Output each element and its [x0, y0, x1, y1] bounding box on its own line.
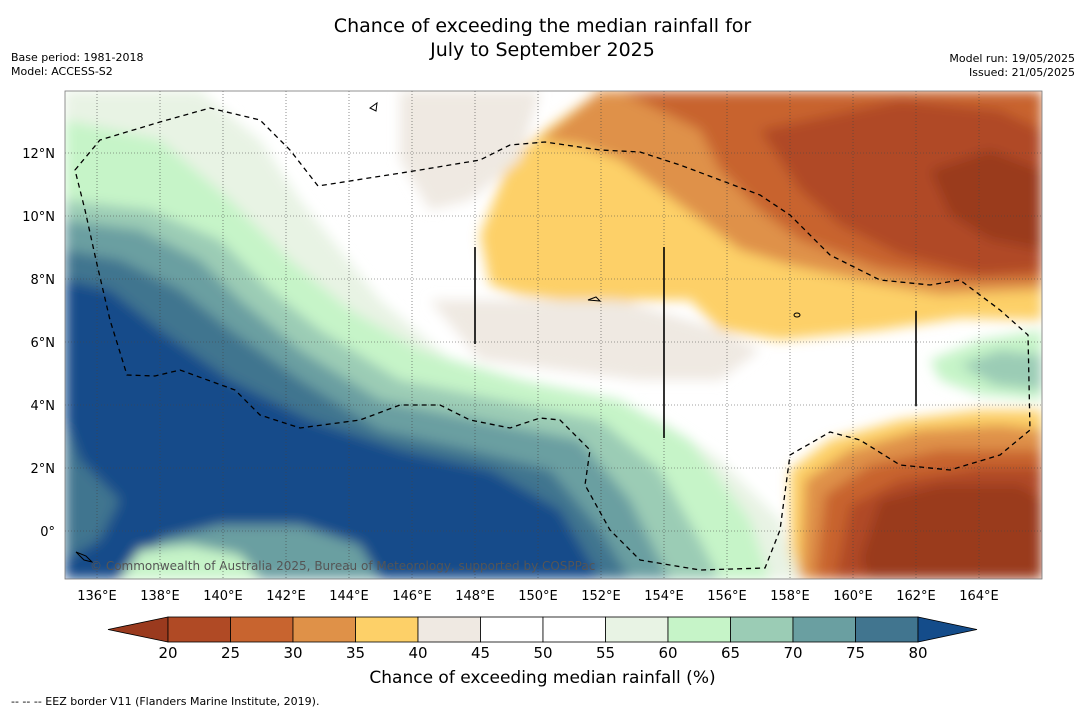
colorbar-tick: 45 [471, 644, 490, 662]
lat-tick: 12°N [22, 147, 55, 162]
eez-footnote: -- -- -- EEZ border V11 (Flanders Marine… [11, 695, 320, 708]
lat-tick: 6°N [31, 336, 56, 351]
model-info: Base period: 1981-2018 Model: ACCESS-S2 [11, 51, 143, 79]
lon-tick: 152°E [581, 589, 621, 604]
lon-tick: 148°E [455, 589, 495, 604]
colorbar-tick: 80 [908, 644, 927, 662]
model-name: Model: ACCESS-S2 [11, 65, 113, 78]
colorbar-bin [792, 616, 856, 643]
colorbar-tick: 20 [158, 644, 177, 662]
lat-tick: 0° [40, 525, 55, 540]
colorbar-tick: 25 [221, 644, 240, 662]
islands [75, 101, 801, 563]
colorbar-bin [230, 616, 294, 643]
lon-tick: 164°E [959, 589, 999, 604]
lat-tick: 8°N [31, 273, 56, 288]
lon-tick: 138°E [140, 589, 180, 604]
colorbar-tick: 75 [846, 644, 865, 662]
model-run: Model run: 19/05/2025 [949, 52, 1075, 65]
lon-tick: 162°E [896, 589, 936, 604]
colorbar-bin [480, 616, 544, 643]
colorbar-bin [605, 616, 669, 643]
colorbar-bin [667, 616, 731, 643]
lon-tick: 136°E [77, 589, 117, 604]
colorbar-tick: 30 [283, 644, 302, 662]
lon-tick: 146°E [392, 589, 432, 604]
boundary-lines [474, 247, 917, 438]
colorbar-bin [417, 616, 481, 643]
colorbar-tick: 35 [346, 644, 365, 662]
base-period: Base period: 1981-2018 [11, 51, 144, 64]
colorbar-bin [730, 616, 794, 643]
issued-date: Issued: 21/05/2025 [968, 66, 1075, 79]
lon-tick: 142°E [266, 589, 306, 604]
colorbar-tick: 70 [783, 644, 802, 662]
colorbar-bin [292, 616, 356, 643]
colorbar-tick: 65 [721, 644, 740, 662]
lon-tick: 158°E [770, 589, 810, 604]
colorbar-bin [855, 616, 919, 643]
colorbar: 20 25 30 35 40 45 50 55 60 65 70 75 80 [107, 616, 978, 662]
lon-tick: 160°E [833, 589, 873, 604]
run-info: Model run: 19/05/2025 Issued: 21/05/2025 [949, 52, 1075, 80]
lon-tick: 156°E [707, 589, 747, 604]
map-frame [64, 90, 1043, 580]
colorbar-extend-low [107, 616, 169, 643]
title-line-2: July to September 2025 [430, 39, 655, 61]
lat-tick: 2°N [31, 462, 56, 477]
title-line-1: Chance of exceeding the median rainfall … [333, 15, 752, 37]
latitude-labels: 12°N 10°N 8°N 6°N 4°N 2°N 0° [22, 147, 55, 540]
colorbar-tick: 50 [533, 644, 552, 662]
colorbar-extend-high [917, 616, 978, 643]
colorbar-tick: 55 [596, 644, 615, 662]
copyright-notice: © Commonwealth of Australia 2025, Bureau… [90, 559, 595, 573]
probability-field [65, 91, 1042, 579]
lat-tick: 10°N [22, 210, 55, 225]
colorbar-bin [542, 616, 606, 643]
lon-tick: 150°E [518, 589, 558, 604]
lat-tick: 4°N [31, 399, 56, 414]
colorbar-tick: 60 [658, 644, 677, 662]
longitude-labels: 136°E 138°E 140°E 142°E 144°E 146°E 148°… [77, 589, 999, 604]
map-title: Chance of exceeding the median rainfall … [0, 14, 1085, 62]
lon-tick: 140°E [203, 589, 243, 604]
eez-border [74, 107, 1031, 571]
lon-tick: 144°E [329, 589, 369, 604]
colorbar-tick: 40 [408, 644, 427, 662]
colorbar-bin [167, 616, 231, 643]
colorbar-title: Chance of exceeding median rainfall (%) [369, 668, 716, 688]
colorbar-bin [355, 616, 419, 643]
lon-tick: 154°E [644, 589, 684, 604]
